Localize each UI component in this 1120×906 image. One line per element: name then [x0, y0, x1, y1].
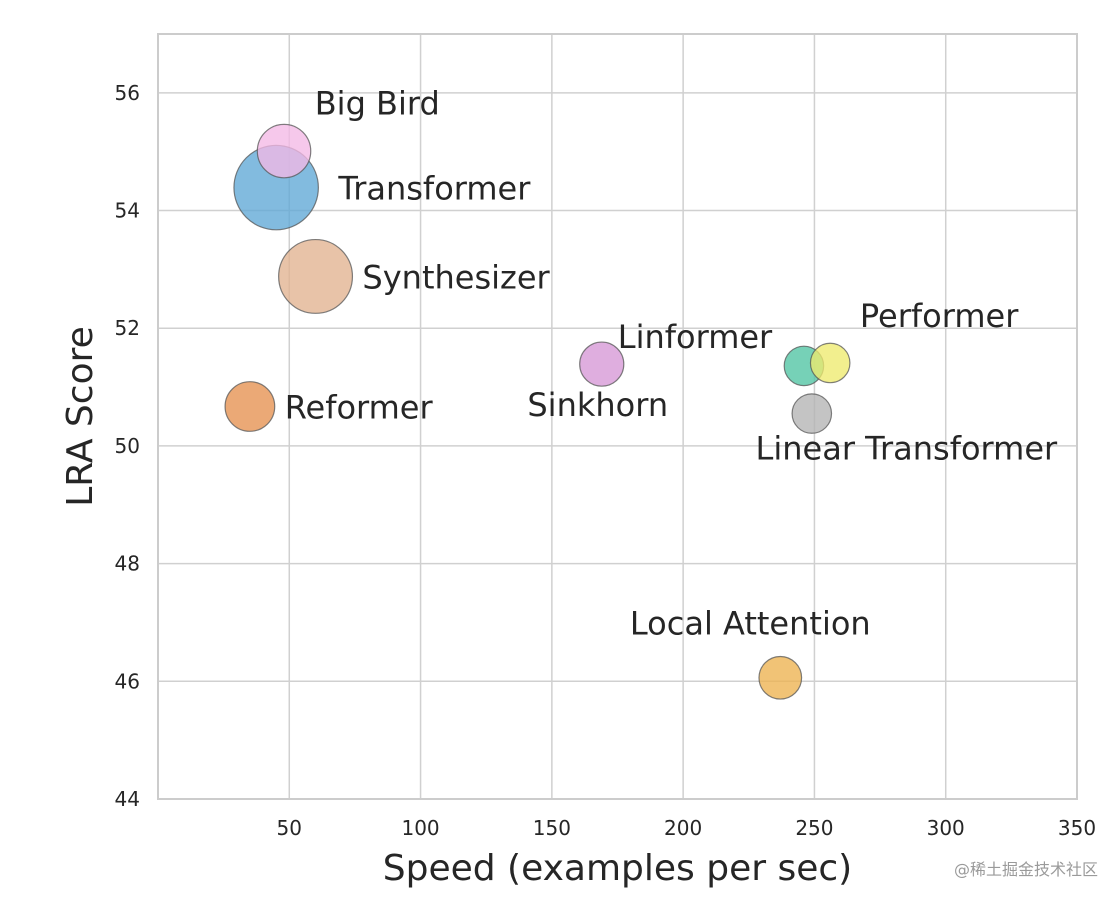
point-label-7: Linear Transformer [756, 430, 1058, 468]
y-tick-labels: 44 46 48 50 52 54 56 [115, 81, 140, 811]
point-label-6: Performer [860, 297, 1019, 335]
y-tick-label-6: 56 [115, 81, 140, 105]
point-labels: Transformer Synthesizer Big Bird Reformer Si… [285, 84, 1058, 642]
y-tick-label-4: 52 [115, 316, 140, 340]
y-tick-label-3: 50 [115, 434, 140, 458]
point-label-1: Synthesizer [362, 258, 550, 296]
watermark: @稀土掘金技术社区 [953, 860, 1098, 879]
point-performer [809, 342, 851, 384]
y-tick-label-0: 44 [115, 787, 140, 811]
y-axis-label: LRA Score [60, 326, 101, 507]
point-linear-transformer [791, 393, 833, 434]
x-tick-label-4: 250 [795, 816, 833, 840]
y-tick-label-5: 54 [115, 199, 140, 223]
point-label-5: Linformer [618, 318, 773, 356]
point-label-8: Local Attention [630, 604, 871, 642]
point-synthesizer [278, 238, 354, 314]
x-tick-label-2: 150 [533, 816, 571, 840]
point-big-bird [256, 123, 312, 179]
data-points [224, 123, 851, 700]
point-label-0: Transformer [337, 170, 531, 208]
y-tick-label-2: 48 [115, 552, 140, 576]
x-tick-label-3: 200 [664, 816, 702, 840]
x-axis-label: Speed (examples per sec) [383, 848, 852, 889]
point-label-3: Reformer [285, 388, 434, 426]
point-reformer [224, 381, 276, 432]
y-tick-label-1: 46 [115, 669, 140, 693]
point-local-attention [758, 655, 803, 700]
x-tick-labels: 50 100 150 200 250 300 350 [277, 816, 1097, 840]
point-label-2: Big Bird [315, 84, 440, 122]
x-tick-label-0: 50 [277, 816, 302, 840]
x-tick-label-6: 350 [1058, 816, 1096, 840]
point-label-4: Sinkhorn [527, 386, 668, 424]
x-tick-label-1: 100 [401, 816, 439, 840]
plot-frame [157, 33, 1078, 800]
x-tick-label-5: 300 [927, 816, 965, 840]
point-sinkhorn [579, 341, 625, 387]
